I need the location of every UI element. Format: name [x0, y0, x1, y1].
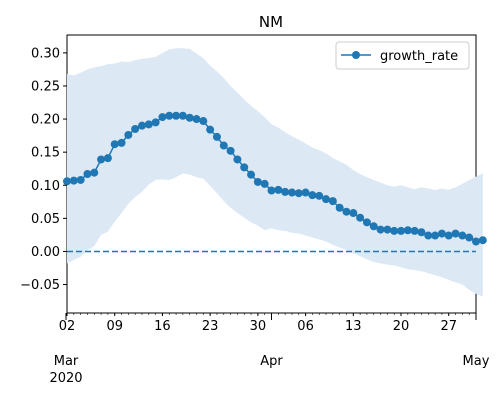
growth-rate-point [219, 141, 228, 150]
growth-rate-point [369, 222, 378, 231]
growth-rate-point [83, 170, 92, 178]
growth-rate-point [69, 176, 78, 185]
growth-rate-point [281, 187, 290, 196]
growth-rate-point [458, 231, 467, 240]
growth-rate-point [383, 225, 392, 234]
growth-rate-point [376, 225, 385, 234]
growth-rate-point [315, 191, 324, 200]
growth-rate-point [287, 188, 296, 197]
y-tick-label: 0.30 [31, 46, 60, 61]
growth-rate-point [76, 175, 85, 184]
growth-rate-point [97, 155, 106, 164]
x-minor-tick-label: 09 [106, 319, 123, 334]
growth-rate-point [444, 231, 453, 240]
growth-rate-point [390, 226, 399, 235]
growth-rate-point [322, 195, 331, 204]
growth-rate-point [247, 170, 256, 179]
x-minor-tick-label: 27 [440, 319, 457, 334]
confidence-band-layer [67, 48, 483, 297]
growth-rate-point [192, 115, 201, 124]
growth-rate-point [356, 213, 365, 222]
growth-rate-point [233, 155, 242, 164]
growth-rate-point [206, 125, 215, 134]
growth-rate-point [397, 226, 406, 235]
y-tick-label: 0.05 [31, 212, 60, 227]
y-tick-label: 0.10 [31, 179, 60, 194]
growth-rate-point [260, 179, 269, 188]
growth-rate-point [308, 191, 317, 200]
growth-rate-point [110, 140, 119, 149]
confidence-band [67, 48, 483, 297]
x-minor-tick-label: 20 [393, 319, 410, 334]
growth-rate-point [151, 118, 160, 127]
growth-rate-point [417, 228, 426, 237]
growth-rate-point [403, 226, 412, 235]
chart-title: NM [259, 13, 283, 31]
series-layer [63, 111, 487, 246]
growth-rate-point [431, 231, 440, 240]
y-tick-label: 0.15 [31, 146, 60, 161]
growth-rate-point [212, 132, 221, 141]
growth-rate-point [478, 236, 487, 245]
y-tick-label: 0.25 [31, 79, 60, 94]
x-minor-tick-label: 16 [154, 319, 171, 334]
growth-rate-point [158, 113, 167, 122]
growth-rate-point [131, 124, 140, 133]
y-tick-label: 0.20 [31, 113, 60, 128]
x-major-tick-sublabel: 2020 [49, 371, 82, 386]
x-minor-tick-label: 06 [297, 319, 314, 334]
growth-rate-point [178, 111, 187, 120]
growth-rate-point [410, 226, 419, 235]
growth-rate-point [253, 177, 262, 186]
legend: growth_rate [335, 41, 470, 70]
growth-rate-point [335, 203, 344, 212]
x-minor-tick-label: 30 [250, 319, 267, 334]
growth-rate-point [437, 229, 446, 238]
y-axis: −0.05 0.00 0.05 0.10 0.15 0.20 0.25 0.30 [20, 46, 67, 293]
x-major-tick-label: Apr [260, 354, 283, 369]
growth-rate-point [328, 197, 337, 206]
growth-rate-point [301, 188, 310, 197]
x-minor-tick-label: 23 [202, 319, 219, 334]
growth-rate-point [451, 229, 460, 238]
growth-rate-point [472, 237, 480, 246]
growth-rate-point [137, 121, 146, 130]
x-major-tick-label: May [463, 354, 490, 369]
growth-rate-point [124, 130, 133, 139]
x-minor-tick-label: 02 [59, 319, 76, 334]
legend-marker-swatch [352, 51, 360, 59]
legend-box [335, 41, 470, 70]
growth-rate-point [144, 120, 153, 129]
growth-rate-point [172, 111, 181, 120]
growth-rate-point [117, 138, 126, 147]
growth-rate-point [165, 111, 174, 120]
growth-rate-point [90, 168, 99, 177]
growth-rate-point [465, 233, 474, 242]
x-axis: 02 09 16 23 30 06 13 20 27 Mar 2020 Apr May [49, 313, 490, 386]
growth-rate-point [362, 218, 371, 227]
x-major-tick-label: Mar [54, 354, 79, 369]
growth-rate-point [342, 207, 351, 216]
growth-rate-point [349, 209, 358, 218]
growth-rate-point [226, 146, 235, 155]
y-tick-label: 0.00 [31, 245, 60, 260]
growth-rate-point [63, 177, 71, 186]
y-tick-label: −0.05 [20, 278, 60, 293]
growth-rate-point [274, 185, 283, 194]
x-minor-tick-label: 13 [345, 319, 362, 334]
growth-rate-point [424, 231, 433, 240]
growth-rate-point [185, 113, 194, 122]
growth-rate-point [103, 154, 112, 163]
growth-rate-point [294, 189, 303, 198]
legend-label: growth_rate [380, 49, 458, 64]
growth-rate-point [199, 117, 208, 126]
growth-rate-point [240, 163, 249, 172]
growth-rate-point [267, 186, 276, 195]
